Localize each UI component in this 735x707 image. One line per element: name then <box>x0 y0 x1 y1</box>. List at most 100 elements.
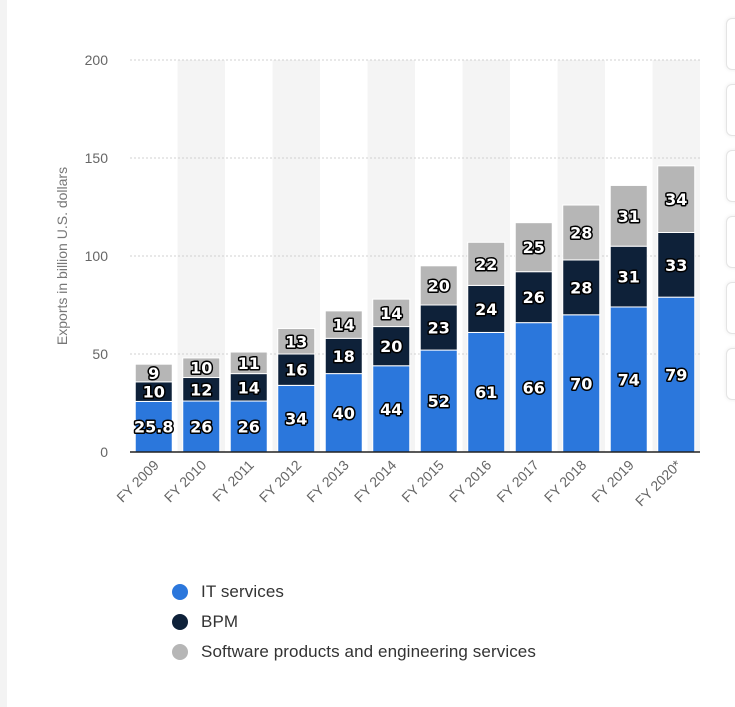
data-label: 23 <box>428 319 450 338</box>
bar-segment <box>467 241 506 286</box>
bar-segment <box>657 165 696 233</box>
data-label: 20 <box>428 276 450 295</box>
bar-segment <box>277 328 316 355</box>
legend-item-it-services[interactable]: IT services <box>172 577 536 607</box>
data-label: 26 <box>190 418 212 437</box>
legend-label: Software products and engineering servic… <box>201 642 536 661</box>
data-label: 26 <box>523 288 545 307</box>
bar-segment <box>609 306 648 453</box>
x-tick-label: FY 2014 <box>351 457 400 506</box>
legend-swatch-it-services <box>172 584 188 600</box>
bar-segment <box>467 284 506 333</box>
x-tick-label: FY 2020* <box>632 456 685 509</box>
y-tick-label: 50 <box>92 346 108 362</box>
side-panel-card[interactable] <box>726 282 735 334</box>
side-panel-card[interactable] <box>726 348 735 400</box>
side-panel-card[interactable] <box>726 18 735 70</box>
legend-label: IT services <box>201 582 284 601</box>
bar-segment <box>229 373 268 402</box>
bar-segment <box>657 231 696 298</box>
data-label: 31 <box>618 207 640 226</box>
data-label: 52 <box>428 392 450 411</box>
bar-segment <box>562 259 601 316</box>
bar-segment <box>229 400 268 453</box>
data-label: 14 <box>238 378 260 397</box>
side-panel-card[interactable] <box>726 216 735 268</box>
data-label: 70 <box>570 374 592 393</box>
bar-segment <box>277 353 316 386</box>
bar-segment <box>609 184 648 247</box>
y-tick-label: 150 <box>85 150 109 166</box>
data-label: 10 <box>190 359 212 378</box>
data-label: 14 <box>380 304 402 323</box>
legend-item-bpm[interactable]: BPM <box>172 607 536 637</box>
data-label: 25.8 <box>134 418 173 437</box>
legend-swatch-bpm <box>172 614 188 630</box>
data-label: 24 <box>475 300 497 319</box>
x-tick-label: FY 2017 <box>493 457 542 506</box>
bar-segment <box>324 373 363 453</box>
bar-segment <box>514 322 553 453</box>
data-label: 44 <box>380 400 402 419</box>
bar-segment <box>182 357 221 379</box>
side-panel-card[interactable] <box>726 84 735 136</box>
bar-segment <box>372 365 411 453</box>
bar-segment <box>372 298 411 328</box>
chart-legend: IT services BPM Software products and en… <box>172 577 536 667</box>
legend-label: BPM <box>201 612 239 631</box>
bar-segment <box>562 204 601 261</box>
y-tick-label: 100 <box>85 248 109 264</box>
data-label: 33 <box>665 256 687 275</box>
data-label: 28 <box>570 223 592 242</box>
data-label: 66 <box>523 378 545 397</box>
x-tick-label: FY 2009 <box>113 457 162 506</box>
x-tick-label: FY 2018 <box>541 457 590 506</box>
left-border <box>0 0 7 707</box>
x-tick-label: FY 2015 <box>398 457 447 506</box>
bar-segment <box>419 265 458 306</box>
data-label: 10 <box>143 383 165 402</box>
bar-segment <box>324 310 363 339</box>
bar-segment <box>514 222 553 273</box>
bar-segment <box>277 384 316 453</box>
x-tick-label: FY 2012 <box>256 457 305 506</box>
x-tick-label: FY 2013 <box>303 457 352 506</box>
x-tick-label: FY 2019 <box>588 457 637 506</box>
data-label: 40 <box>333 404 355 423</box>
data-label: 20 <box>380 337 402 356</box>
data-label: 16 <box>285 361 307 380</box>
side-panel-card[interactable] <box>726 150 735 202</box>
data-label: 11 <box>238 354 260 373</box>
data-label: 9 <box>148 364 159 383</box>
bar-segment <box>182 400 221 453</box>
x-tick-label: FY 2010 <box>161 457 210 506</box>
data-label: 18 <box>333 347 355 366</box>
bar-segment <box>229 351 268 375</box>
legend-swatch-software <box>172 644 188 660</box>
y-tick-label: 200 <box>85 52 109 68</box>
data-label: 26 <box>238 418 260 437</box>
legend-item-software[interactable]: Software products and engineering servic… <box>172 637 536 667</box>
data-label: 13 <box>285 332 307 351</box>
bar-segment <box>609 245 648 308</box>
bar-segment <box>134 363 173 383</box>
bar-segment <box>324 337 363 375</box>
y-tick-label: 0 <box>100 444 108 460</box>
y-axis-label: Exports in billion U.S. dollars <box>54 167 70 345</box>
data-label: 25 <box>523 238 545 257</box>
bar-segment <box>419 349 458 453</box>
x-tick-label: FY 2011 <box>209 457 257 505</box>
bar-segment <box>134 400 173 453</box>
bar-segment <box>562 314 601 453</box>
data-label: 31 <box>618 268 640 287</box>
data-label: 34 <box>665 190 687 209</box>
data-label: 12 <box>190 380 212 399</box>
x-tick-label: FY 2016 <box>446 457 495 506</box>
data-label: 74 <box>618 370 640 389</box>
data-label: 61 <box>475 383 497 402</box>
data-label: 79 <box>665 366 687 385</box>
data-label: 22 <box>475 255 497 274</box>
data-label: 14 <box>333 316 355 335</box>
data-label: 34 <box>285 410 307 429</box>
